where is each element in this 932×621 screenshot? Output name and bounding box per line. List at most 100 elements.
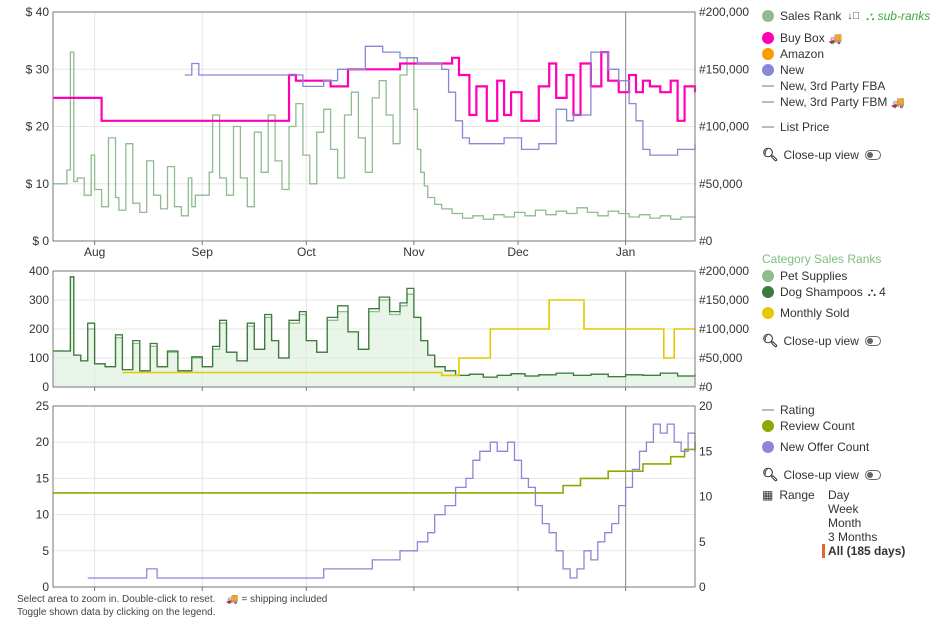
closeup-label[interactable]: Close-up view (783, 334, 859, 348)
toggle-switch-icon[interactable] (864, 470, 881, 480)
right-tick-label: #150,000 (699, 62, 749, 76)
left-tick-label: 25 (36, 399, 50, 413)
dog-shampoos-count: 4 (879, 285, 886, 299)
range-option[interactable]: All (185 days) (822, 544, 905, 558)
toggle-switch-icon[interactable] (864, 150, 881, 160)
new-offer-count-label[interactable]: New Offer Count (780, 440, 870, 454)
legend-sales-rank[interactable]: Sales Rank ↓⃞ ⛬ sub-ranks (762, 8, 930, 24)
month-label: Oct (297, 245, 316, 259)
sub-ranks-link[interactable]: ⛬ sub-ranks (866, 9, 930, 24)
list-price-label[interactable]: List Price (780, 120, 830, 134)
legend-buy-box[interactable]: Buy Box 🚚 (762, 30, 842, 46)
plot-frame (52, 270, 696, 388)
left-tick-label: $ 0 (32, 234, 49, 248)
fbm-swatch (762, 101, 774, 103)
magnifier-icon: 🔍︎ (762, 147, 779, 162)
left-tick-label: 0 (42, 580, 49, 594)
new-swatch (762, 64, 774, 76)
legend-monthly-sold[interactable]: Monthly Sold (762, 305, 849, 321)
new-label[interactable]: New (780, 63, 805, 77)
calendar-icon: ▦ (762, 488, 774, 502)
dog-shampoos-swatch (762, 286, 774, 298)
monthly-sold-swatch (762, 307, 774, 319)
toggle-switch-icon[interactable] (864, 336, 881, 346)
legend-new[interactable]: New (762, 62, 804, 78)
legend-review-count[interactable]: Review Count (762, 418, 855, 434)
month-label: Dec (507, 245, 528, 259)
dog-shampoos-label[interactable]: Dog Shampoos (780, 285, 863, 299)
list-price-swatch (762, 126, 774, 128)
review-count-label[interactable]: Review Count (780, 419, 855, 433)
right-tick-label: 15 (699, 444, 713, 458)
left-tick-label: 400 (29, 264, 49, 278)
buy-box-swatch (762, 32, 774, 44)
sales-rank-line[interactable] (53, 51, 696, 220)
left-tick-label: $ 30 (26, 62, 50, 76)
left-tick-label: 100 (29, 351, 49, 365)
monthly-sold-label[interactable]: Monthly Sold (780, 306, 850, 320)
hierarchy-icon: ⛬ (865, 8, 878, 23)
closeup-toggle-category[interactable]: 🔍︎ Close-up view (762, 333, 881, 349)
sort-icon[interactable]: ↓⃞ (847, 10, 860, 22)
review-count-line[interactable] (53, 442, 696, 494)
right-tick-label: #100,000 (699, 120, 749, 134)
buy-box-line[interactable] (53, 51, 697, 122)
plot-frame (52, 11, 696, 242)
new-offer-count-swatch (762, 441, 774, 453)
right-tick-label: 20 (699, 399, 713, 413)
left-tick-label: 10 (36, 508, 50, 522)
sub-ranks-label: sub-ranks (877, 8, 931, 23)
range-option[interactable]: 3 Months (828, 530, 878, 544)
legend-pet-supplies[interactable]: Pet Supplies (762, 268, 847, 284)
footer-hint: Select area to zoom in. Double-click to … (17, 594, 327, 605)
right-tick-label: #150,000 (699, 293, 749, 307)
legend-new-offer-count[interactable]: New Offer Count (762, 439, 869, 455)
rating-swatch (762, 409, 774, 411)
closeup-label[interactable]: Close-up view (783, 468, 859, 482)
legend-amazon[interactable]: Amazon (762, 46, 824, 62)
closeup-toggle-price[interactable]: 🔍︎ Close-up view (762, 147, 881, 163)
offers-chart[interactable]: 0 5 10 15 20 25 0 5 10 15 20 (36, 399, 713, 594)
fba-label[interactable]: New, 3rd Party FBA (780, 79, 886, 93)
charts-canvas[interactable]: $ 0 $ 10 $ 20 $ 30 $ 40 #0 #50,000 #100,000 #150… (0, 0, 760, 621)
price-rank-chart[interactable]: $ 0 $ 10 $ 20 $ 30 $ 40 #0 #50,000 #100,000 #150… (26, 5, 750, 259)
rating-label[interactable]: Rating (780, 403, 815, 417)
zoom-hint: Select area to zoom in. Double-click to … (17, 594, 216, 605)
sales-rank-label[interactable]: Sales Rank (780, 9, 842, 23)
left-tick-label: 20 (36, 435, 50, 449)
pet-supplies-swatch (762, 270, 774, 282)
legend-dog-shampoos[interactable]: Dog Shampoos ⛬ 4 (762, 284, 886, 300)
left-tick-label: 5 (42, 544, 49, 558)
new-line[interactable] (184, 45, 696, 156)
fbm-label[interactable]: New, 3rd Party FBM (780, 95, 888, 109)
new-offer-count-line[interactable] (87, 423, 696, 579)
review-count-swatch (762, 420, 774, 432)
amazon-label[interactable]: Amazon (780, 47, 825, 61)
pet-supplies-label[interactable]: Pet Supplies (780, 269, 848, 283)
range-option[interactable]: Month (828, 516, 862, 530)
dog-shampoos-line[interactable] (53, 276, 696, 378)
buy-box-label[interactable]: Buy Box (780, 31, 825, 45)
range-options: Day Week Month 3 Months All (185 days) (822, 488, 905, 558)
right-tick-label: 10 (699, 490, 713, 504)
closeup-label[interactable]: Close-up view (783, 148, 859, 162)
legend-fba[interactable]: New, 3rd Party FBA (762, 78, 885, 94)
monthly-sold-line[interactable] (122, 299, 695, 377)
right-tick-label: #200,000 (699, 5, 749, 19)
range-option[interactable]: Day (828, 488, 850, 502)
month-label: Jan (616, 245, 635, 259)
hierarchy-icon: ⛬ (867, 284, 877, 299)
closeup-toggle-offers[interactable]: 🔍︎ Close-up view (762, 467, 881, 483)
right-tick-label: #50,000 (699, 177, 743, 191)
right-tick-label: #200,000 (699, 264, 749, 278)
legend-fbm[interactable]: New, 3rd Party FBM 🚚 (762, 94, 905, 110)
left-tick-label: 300 (29, 293, 49, 307)
legend-rating[interactable]: Rating (762, 402, 815, 418)
fba-swatch (762, 85, 774, 87)
range-label: Range (779, 488, 815, 502)
category-rank-chart[interactable]: 0 100 200 300 400 #0 #50,000 #100,000 #150,000 #2… (29, 264, 749, 394)
legend-list-price[interactable]: List Price (762, 119, 829, 135)
range-option[interactable]: Week (828, 502, 859, 516)
category-title: Category Sales Ranks (762, 252, 882, 266)
month-label: Nov (403, 245, 424, 259)
